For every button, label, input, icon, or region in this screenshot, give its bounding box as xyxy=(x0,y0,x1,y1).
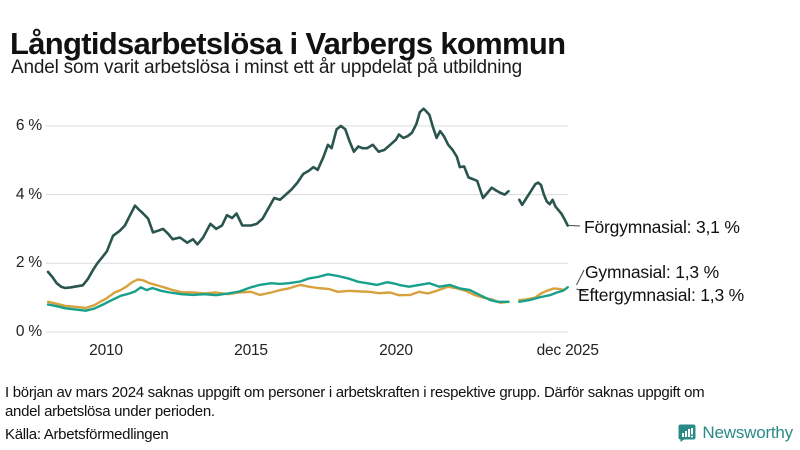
line-eftergymnasial-seg2 xyxy=(518,286,569,303)
newsworthy-logo-icon xyxy=(678,424,696,442)
footnote-line-2: andel arbetslösa under perioden. xyxy=(5,403,215,420)
y-tick-0: 0 % xyxy=(15,323,42,340)
source-note: Källa: Arbetsförmedlingen xyxy=(5,426,169,443)
label-connector-gymnasial xyxy=(576,269,585,286)
x-tick-2010: 2010 xyxy=(89,342,123,359)
y-tick-4: 4 % xyxy=(15,185,42,203)
y-tick-2: 2 % xyxy=(15,254,42,272)
series-label-gymnasial: Gymnasial: 1,3 % xyxy=(585,262,719,282)
newsworthy-wordmark: Newsworthy xyxy=(702,423,793,442)
line-gymnasial-seg2 xyxy=(518,286,569,302)
x-tick-2020: 2020 xyxy=(379,342,413,359)
series-label-eftergymnasial: Eftergymnasial: 1,3 % xyxy=(578,285,745,305)
label-connector-förgymnasial xyxy=(568,225,581,227)
newsworthy-brand[interactable]: Newsworthy xyxy=(678,423,793,443)
line-förgymnasial-seg2 xyxy=(518,181,569,227)
x-tick-2015: 2015 xyxy=(234,342,268,359)
footnote-line-1: I början av mars 2024 saknas uppgift om … xyxy=(5,384,705,401)
series-label-forgymnasial: Förgymnasial: 3,1 % xyxy=(584,217,740,237)
line-eftergymnasial-seg1 xyxy=(46,273,510,312)
line-förgymnasial-seg1 xyxy=(46,107,510,290)
x-tick-dec-2025: dec 2025 xyxy=(536,342,599,359)
y-tick-6: 6 % xyxy=(15,116,42,134)
line-gymnasial-seg1 xyxy=(46,278,510,310)
chart-subtitle: Andel som varit arbetslösa i minst ett å… xyxy=(11,57,523,78)
label-connector-eftergymnasial xyxy=(576,288,587,293)
page-title: Långtidsarbetslösa i Varbergs kommun xyxy=(10,25,566,61)
